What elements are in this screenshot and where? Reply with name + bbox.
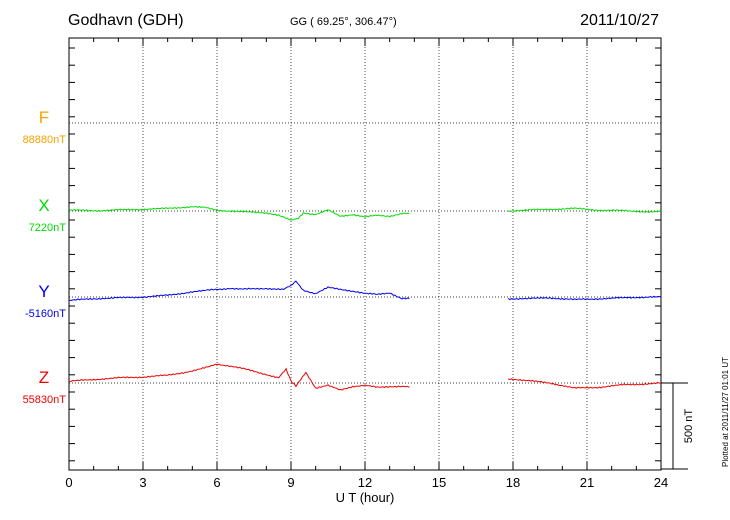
x-tick-label: 18 bbox=[506, 475, 520, 490]
series-baseline-y: -5160nT bbox=[25, 308, 66, 320]
station-title: Godhavn (GDH) bbox=[68, 12, 184, 29]
x-tick-label: 6 bbox=[213, 475, 220, 490]
trace-y bbox=[68, 280, 410, 302]
series-name-y: Y bbox=[38, 282, 49, 301]
x-tick-label: 15 bbox=[432, 475, 446, 490]
series-name-x: X bbox=[38, 196, 49, 215]
station-coordinates: GG ( 69.25°, 306.47°) bbox=[290, 16, 397, 28]
trace-z bbox=[68, 363, 410, 391]
scale-bar-label: 500 nT bbox=[683, 409, 695, 444]
series-baseline-z: 55830nT bbox=[23, 394, 67, 406]
x-axis-label: U T (hour) bbox=[336, 490, 395, 505]
trace-x bbox=[508, 207, 662, 213]
x-tick-label: 12 bbox=[358, 475, 372, 490]
x-tick-labels: 0 3 6 9 12 15 18 21 24 bbox=[65, 475, 668, 490]
series-name-z: Z bbox=[39, 368, 49, 387]
scale-bar: 500 nT bbox=[661, 382, 695, 470]
x-tick-label: 21 bbox=[580, 475, 594, 490]
axis-ticks bbox=[68, 38, 662, 470]
trace-z bbox=[507, 378, 662, 389]
series-labels: F 88880nT X 7220nT Y -5160nT Z 55830nT bbox=[23, 108, 67, 406]
series-baseline-f: 88880nT bbox=[23, 134, 67, 146]
series-name-f: F bbox=[39, 108, 49, 127]
series-traces bbox=[68, 205, 662, 391]
trace-x bbox=[68, 205, 410, 221]
x-tick-label: 3 bbox=[139, 475, 146, 490]
x-tick-label: 0 bbox=[65, 475, 72, 490]
series-baseline-x: 7220nT bbox=[29, 222, 67, 234]
grid-lines bbox=[142, 38, 588, 470]
trace-y bbox=[507, 295, 662, 301]
chart-date: 2011/10/27 bbox=[580, 12, 659, 29]
x-tick-label: 24 bbox=[654, 475, 668, 490]
x-tick-label: 9 bbox=[287, 475, 294, 490]
